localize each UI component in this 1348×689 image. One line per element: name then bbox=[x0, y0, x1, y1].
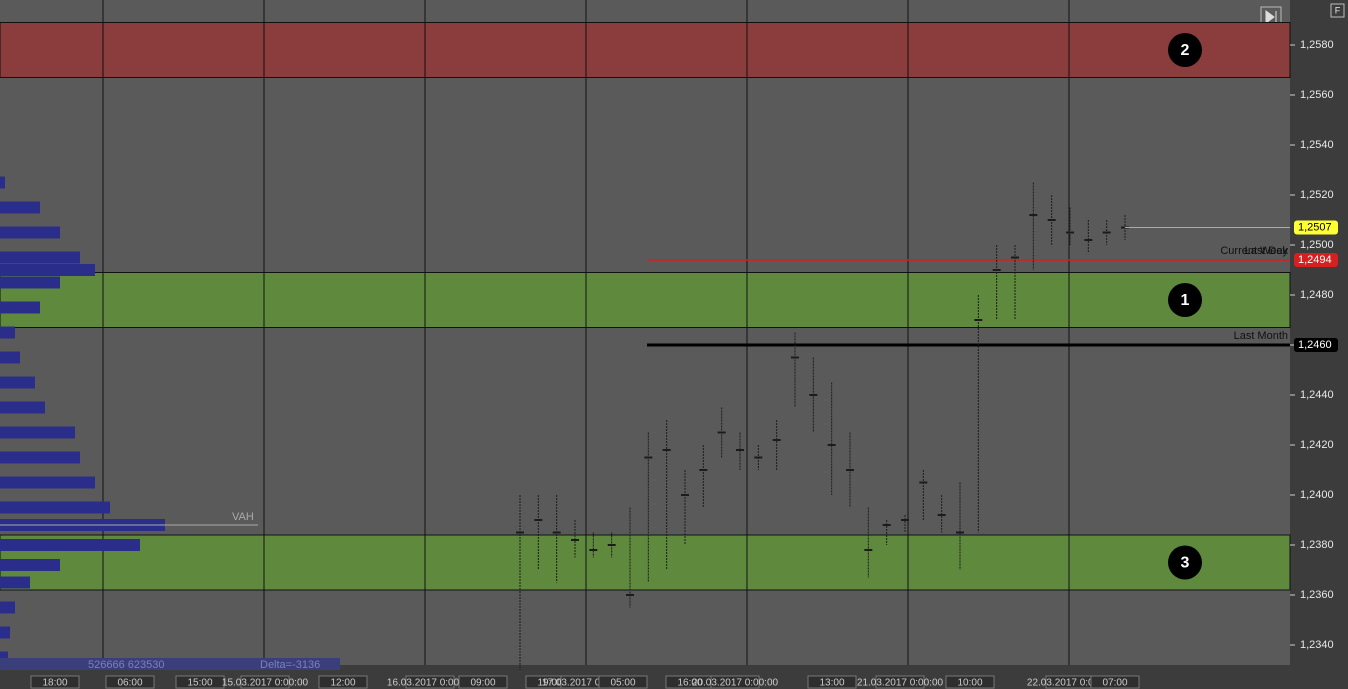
x-tick-box bbox=[1090, 675, 1140, 689]
zone-label: 3 bbox=[1181, 555, 1190, 572]
zone-label: 1 bbox=[1181, 292, 1190, 309]
profile-bar bbox=[0, 539, 140, 551]
x-tick-label: 18:00 bbox=[42, 678, 67, 689]
y-tick-label: 1,2480 bbox=[1300, 289, 1334, 301]
x-tick-box bbox=[598, 675, 648, 689]
zone-label: 2 bbox=[1181, 42, 1190, 59]
x-tick-label: 21.03.2017 0:00:00 bbox=[857, 678, 944, 689]
profile-bar bbox=[0, 626, 10, 639]
y-tick-label: 1,2440 bbox=[1300, 389, 1334, 401]
x-tick-box bbox=[318, 675, 368, 689]
x-tick-label: 09:00 bbox=[470, 678, 495, 689]
vah-label: VAH bbox=[232, 511, 254, 523]
x-tick-label: 20.03.2017 0:00:00 bbox=[692, 678, 779, 689]
x-tick-label: 13:00 bbox=[819, 678, 844, 689]
level-name: Last Month bbox=[1234, 330, 1288, 342]
delta-box bbox=[258, 658, 340, 670]
profile-bar bbox=[0, 476, 95, 489]
profile-bar bbox=[0, 451, 80, 464]
level-tag bbox=[1294, 338, 1338, 352]
level-name: Current Week bbox=[1220, 245, 1288, 257]
corner-box[interactable] bbox=[1330, 3, 1345, 18]
x-tick-box bbox=[405, 675, 455, 689]
x-tick-label: 16.03.2017 0:00:00 bbox=[387, 678, 474, 689]
profile-bar bbox=[0, 276, 60, 289]
profile-bar bbox=[0, 201, 40, 214]
profile-bar bbox=[0, 559, 60, 571]
profile-bar bbox=[0, 601, 15, 614]
y-tick-label: 1,2540 bbox=[1300, 139, 1334, 151]
delta-text: Delta=-3136 bbox=[260, 659, 320, 671]
zone bbox=[0, 534, 1291, 591]
level-tag bbox=[1294, 253, 1338, 267]
y-tick-label: 1,2560 bbox=[1300, 89, 1334, 101]
y-tick-label: 1,2340 bbox=[1300, 639, 1334, 651]
y-tick-label: 1,2580 bbox=[1300, 39, 1334, 51]
x-tick-label: 07:00 bbox=[1102, 678, 1127, 689]
level-name: Last Day bbox=[1245, 245, 1289, 257]
profile-bar bbox=[0, 576, 30, 589]
zone bbox=[0, 272, 1291, 328]
x-tick-box bbox=[105, 675, 155, 689]
x-tick-box bbox=[30, 675, 80, 689]
zone bbox=[0, 22, 1291, 78]
profile-bar bbox=[0, 401, 45, 414]
volume-text: 526666 623530 bbox=[88, 659, 164, 671]
last-price-tag bbox=[1294, 220, 1338, 235]
x-tick-label: 19:00 bbox=[537, 678, 562, 689]
button-icon bbox=[1265, 10, 1277, 24]
profile-bar bbox=[0, 501, 110, 514]
x-tick-label: 06:00 bbox=[117, 678, 142, 689]
corner-button[interactable]: F bbox=[1335, 5, 1341, 15]
y-tick-label: 1,2360 bbox=[1300, 589, 1334, 601]
profile-bar bbox=[0, 301, 40, 314]
x-tick-label: 05:00 bbox=[610, 678, 635, 689]
x-tick-box bbox=[875, 675, 925, 689]
volume-box bbox=[0, 658, 260, 670]
x-tick-label: 16:00 bbox=[677, 678, 702, 689]
profile-bar bbox=[0, 651, 8, 664]
y-tick-label: 1,2420 bbox=[1300, 439, 1334, 451]
x-tick-box bbox=[458, 675, 508, 689]
x-tick-label: 22.03.2017 0:00:00 bbox=[1027, 678, 1114, 689]
x-tick-box bbox=[807, 675, 857, 689]
profile-bar bbox=[0, 226, 60, 239]
x-tick-label: 10:00 bbox=[957, 678, 982, 689]
y-tick-label: 1,2400 bbox=[1300, 489, 1334, 501]
zone-badge bbox=[1168, 283, 1202, 317]
profile-bar bbox=[0, 264, 95, 276]
level-tag-label: 1,2494 bbox=[1298, 254, 1332, 266]
x-tick-label: 12:00 bbox=[330, 678, 355, 689]
profile-bar bbox=[0, 326, 15, 339]
y-tick-label: 1,2380 bbox=[1300, 539, 1334, 551]
profile-bar bbox=[0, 376, 35, 389]
last-price-label: 1,2507 bbox=[1298, 221, 1332, 233]
profile-bar bbox=[0, 251, 80, 264]
x-tick-label: 15:00 bbox=[187, 678, 212, 689]
profile-bar bbox=[0, 176, 5, 189]
x-tick-box bbox=[945, 675, 995, 689]
y-tick-label: 1,2520 bbox=[1300, 189, 1334, 201]
x-tick-box bbox=[175, 675, 225, 689]
x-tick-label: 17.03.2017 0:00:00 bbox=[542, 678, 629, 689]
zone-badge bbox=[1168, 545, 1202, 580]
zone-badge bbox=[1168, 33, 1202, 67]
profile-bar bbox=[0, 426, 75, 439]
y-tick-label: 1,2500 bbox=[1300, 239, 1334, 251]
x-tick-label: 15.03.2017 0:00:00 bbox=[222, 678, 309, 689]
level-tag-label: 1,2460 bbox=[1298, 339, 1332, 351]
x-tick-box bbox=[240, 675, 290, 689]
x-tick-box bbox=[710, 675, 760, 689]
profile-bar bbox=[0, 351, 20, 364]
